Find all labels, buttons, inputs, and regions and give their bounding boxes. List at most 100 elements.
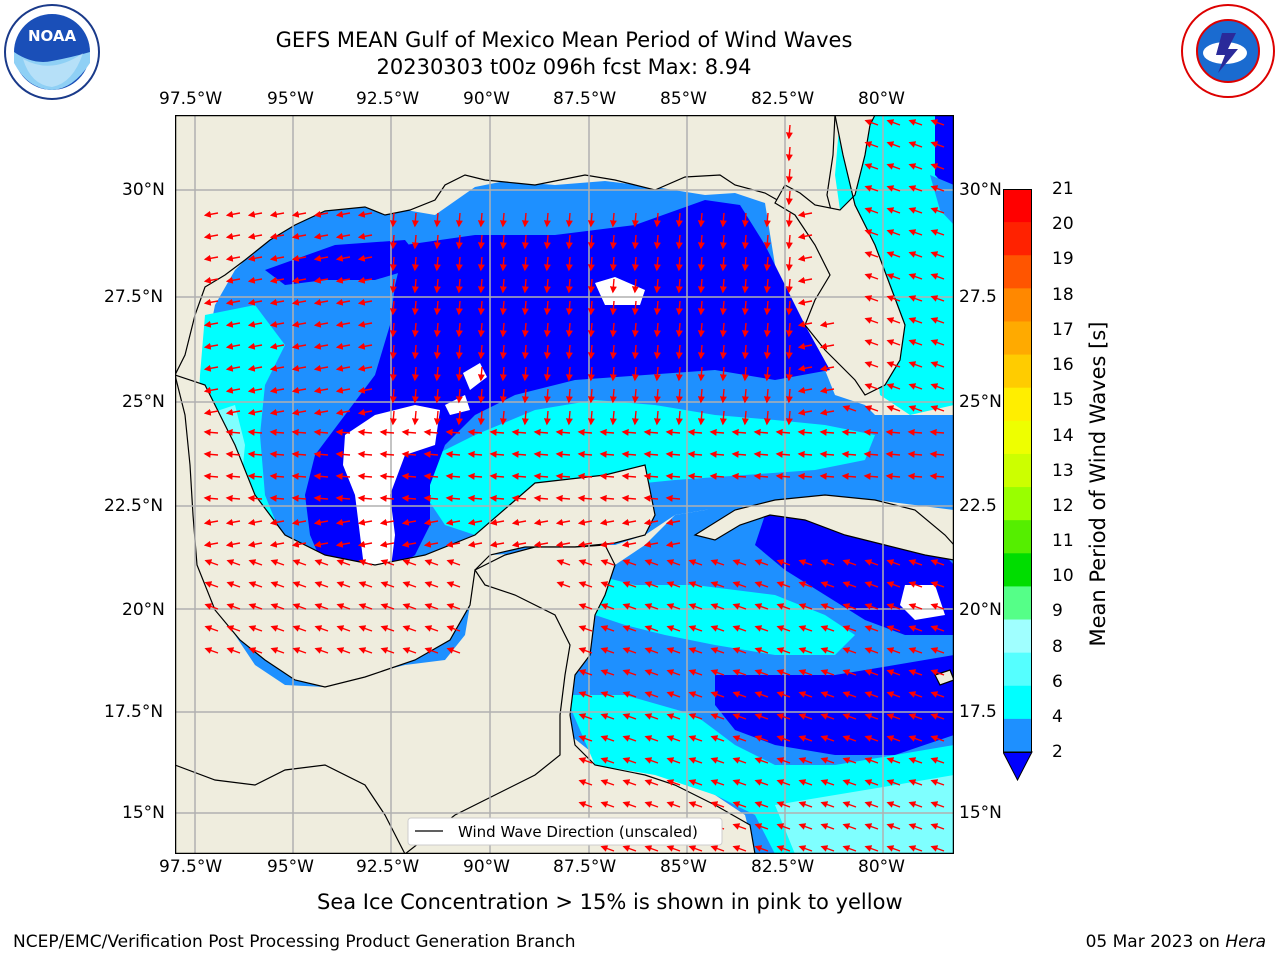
wind-wave-arrow	[565, 366, 573, 382]
wind-wave-arrow	[798, 779, 813, 786]
wind-wave-arrow	[445, 494, 461, 502]
wind-wave-arrow	[292, 647, 307, 654]
lon-label-top: 82.5°W	[751, 89, 815, 109]
wind-wave-arrow	[380, 625, 395, 632]
wind-wave-arrow	[908, 207, 923, 214]
wind-wave-arrow	[631, 300, 639, 316]
wind-wave-arrow	[521, 212, 529, 228]
wind-wave-arrow	[269, 232, 285, 240]
wind-wave-arrow	[467, 450, 483, 458]
wind-wave-arrow	[621, 518, 637, 526]
wind-wave-arrow	[864, 801, 879, 808]
lon-label-top: 90°W	[463, 89, 510, 109]
wind-wave-arrow	[313, 298, 329, 306]
wind-wave-arrow	[357, 232, 373, 240]
wind-wave-arrow	[908, 361, 923, 368]
wind-wave-arrow	[533, 428, 549, 436]
wind-wave-arrow	[543, 234, 551, 250]
wind-wave-arrow	[776, 581, 791, 588]
wind-wave-arrow	[543, 212, 551, 228]
wind-wave-arrow	[798, 801, 813, 808]
wind-wave-arrow	[929, 472, 945, 480]
wind-wave-arrow	[379, 518, 395, 526]
wind-wave-arrow	[754, 845, 769, 852]
wind-wave-arrow	[621, 450, 637, 458]
wind-wave-arrow	[455, 234, 463, 250]
wind-wave-arrow	[609, 278, 617, 294]
wind-wave-arrows	[203, 119, 945, 852]
wind-wave-arrow	[335, 320, 351, 328]
wind-wave-arrow	[225, 472, 241, 480]
wind-wave-arrow	[565, 410, 573, 426]
wind-wave-arrow	[335, 342, 351, 350]
wind-wave-arrow	[885, 450, 901, 458]
gulf-of-mexico-map: Wind Wave Direction (unscaled)	[175, 115, 954, 854]
wind-wave-arrow	[609, 322, 617, 338]
wind-wave-arrow	[864, 603, 879, 610]
wind-wave-arrow	[380, 647, 395, 654]
wind-wave-arrow	[357, 320, 373, 328]
wind-wave-arrow	[291, 298, 307, 306]
wind-wave-arrow	[930, 295, 945, 302]
wind-wave-arrow	[423, 472, 439, 480]
wind-wave-arrow	[269, 386, 285, 394]
wind-wave-arrow	[798, 735, 813, 742]
wind-wave-arrow	[335, 364, 351, 372]
wind-wave-arrow	[710, 713, 725, 720]
wind-wave-arrow	[820, 625, 835, 632]
wind-wave-arrow	[754, 559, 769, 566]
wind-wave-arrow	[313, 428, 329, 436]
wind-wave-arrow	[543, 256, 551, 272]
wind-wave-arrow	[270, 581, 285, 588]
wind-wave-arrow	[424, 625, 439, 632]
wind-wave-arrow	[489, 428, 505, 436]
wind-wave-arrow	[357, 450, 373, 458]
wind-wave-arrow	[697, 256, 705, 272]
wind-wave-arrow	[631, 256, 639, 272]
wind-wave-arrow	[565, 344, 573, 360]
wind-wave-arrow	[226, 625, 241, 632]
caribbean-water-band-8-9	[775, 775, 954, 854]
wind-wave-arrow	[587, 278, 595, 294]
wind-wave-arrow	[732, 735, 747, 742]
wind-wave-arrow	[732, 691, 747, 698]
wind-wave-arrow	[411, 234, 419, 250]
wind-wave-arrow	[820, 845, 835, 852]
wind-wave-arrow	[599, 428, 615, 436]
wind-wave-arrow	[203, 210, 219, 218]
wind-wave-arrow	[313, 540, 329, 548]
wind-wave-arrow	[203, 386, 219, 394]
wind-wave-arrow	[798, 691, 813, 698]
wind-wave-arrow	[864, 185, 879, 192]
wind-wave-arrow	[587, 388, 595, 404]
wind-wave-arrow	[225, 210, 241, 218]
wind-wave-arrow	[578, 647, 593, 654]
wind-wave-arrow	[820, 669, 835, 676]
wind-wave-arrow	[741, 256, 749, 272]
wind-wave-arrow	[820, 757, 835, 764]
wind-wave-arrow	[577, 494, 593, 502]
wind-wave-arrow	[820, 713, 835, 720]
wind-wave-arrow	[797, 342, 813, 350]
lat-label-left: 15°N	[122, 803, 165, 823]
wind-wave-arrow	[886, 317, 901, 324]
wind-wave-arrow	[314, 625, 329, 632]
lat-label-right: 22.5	[959, 496, 997, 516]
wind-wave-arrow	[389, 322, 397, 338]
wind-wave-arrow	[886, 713, 901, 720]
wind-wave-arrow	[643, 428, 659, 436]
wind-wave-arrow	[204, 603, 219, 610]
wind-wave-arrow	[763, 278, 771, 294]
wind-wave-arrow	[644, 713, 659, 720]
wind-wave-arrow	[886, 295, 901, 302]
wind-wave-arrow	[864, 779, 879, 786]
wind-wave-arrow	[477, 234, 485, 250]
wind-wave-arrow	[622, 779, 637, 786]
wind-wave-arrow	[675, 300, 683, 316]
wind-wave-arrow	[225, 408, 241, 416]
wind-wave-arrow	[776, 801, 791, 808]
wind-wave-arrow	[578, 691, 593, 698]
wind-wave-arrow	[665, 518, 681, 526]
wind-wave-arrow	[842, 691, 857, 698]
wind-wave-arrow	[763, 300, 771, 316]
